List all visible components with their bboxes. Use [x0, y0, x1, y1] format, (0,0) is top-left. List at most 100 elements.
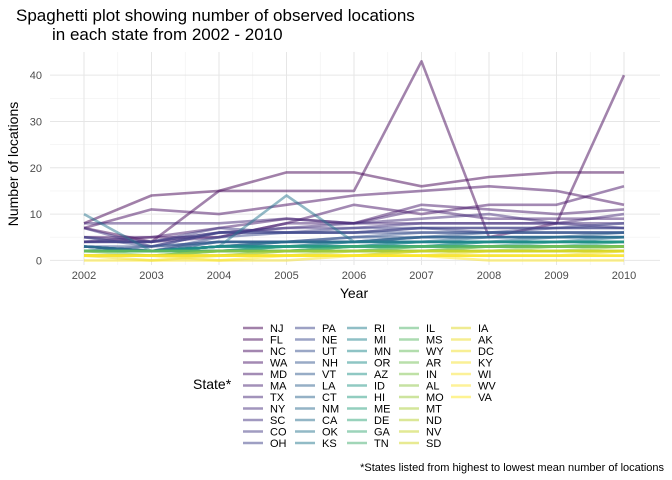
legend-item-nc: NC [243, 346, 286, 358]
x-tick-label: 2005 [274, 270, 298, 282]
y-tick-label: 20 [30, 163, 42, 175]
legend-label: NV [426, 427, 442, 439]
x-tick-label: 2010 [612, 270, 636, 282]
legend-label: MS [426, 335, 443, 347]
legend-label: WV [478, 381, 496, 393]
legend-item-va: VA [451, 392, 493, 404]
legend-item-il: IL [399, 323, 435, 335]
legend-label: MA [270, 381, 287, 393]
legend-item-nv: NV [399, 427, 442, 439]
x-tick-label: 2006 [342, 270, 366, 282]
legend-item-de: DE [347, 415, 389, 427]
legend-item-ak: AK [451, 335, 493, 347]
legend-label: HI [374, 392, 385, 404]
legend-label: KY [478, 358, 493, 370]
legend-item-mo: MO [399, 392, 444, 404]
legend-label: WA [270, 358, 288, 370]
legend-label: CA [322, 415, 338, 427]
legend-item-in: IN [399, 369, 437, 381]
y-tick-label: 30 [30, 116, 42, 128]
series-line-nh [83, 231, 624, 253]
chart-title-line2: in each state from 2002 - 2010 [52, 25, 283, 44]
legend-item-mn: MN [347, 346, 391, 358]
legend-label: TX [270, 392, 285, 404]
x-tick-label: 2007 [409, 270, 433, 282]
legend-item-nd: ND [399, 415, 442, 427]
chart-title-line1: Spaghetti plot showing number of observe… [16, 6, 415, 25]
legend-label: OR [374, 358, 391, 370]
legend-item-wv: WV [451, 381, 496, 393]
legend-item-fl: FL [243, 335, 283, 347]
legend-item-oh: OH [243, 438, 287, 450]
legend-label: VA [478, 392, 493, 404]
x-tick-label: 2002 [72, 270, 96, 282]
legend-label: AK [478, 335, 493, 347]
legend-item-me: ME [347, 404, 391, 416]
legend-label: IN [426, 369, 437, 381]
legend-label: PA [322, 323, 337, 335]
x-tick-label: 2009 [544, 270, 568, 282]
legend-item-ks: KS [295, 438, 337, 450]
legend-label: GA [374, 427, 391, 439]
legend-label: SD [426, 438, 441, 450]
y-axis-label: Number of locations [5, 102, 21, 227]
legend-label: AZ [374, 369, 388, 381]
y-tick-label: 10 [30, 209, 42, 221]
legend-label: SC [270, 415, 285, 427]
legend-label: CO [270, 427, 287, 439]
legend-item-or: OR [347, 358, 391, 370]
legend-item-mt: MT [399, 404, 442, 416]
legend-label: OK [322, 427, 339, 439]
legend-item-sc: SC [243, 415, 285, 427]
y-axis-ticks: 0 10 20 30 40 [30, 70, 42, 267]
legend-label: MI [374, 335, 386, 347]
legend-label: MT [426, 404, 442, 416]
legend-item-tx: TX [243, 392, 285, 404]
legend-label: IA [478, 323, 489, 335]
x-axis-ticks: 2002 2003 2004 2005 2006 2007 2008 2009 2010 [72, 270, 636, 282]
legend-item-ar: AR [399, 358, 441, 370]
legend-label: MN [374, 346, 391, 358]
legend-label: CT [322, 392, 337, 404]
legend-item-wa: WA [243, 358, 288, 370]
caption: *States listed from highest to lowest me… [360, 462, 664, 474]
legend-item-ia: IA [451, 323, 489, 335]
x-tick-label: 2008 [477, 270, 501, 282]
legend-label: NM [322, 404, 339, 416]
legend-item-ga: GA [347, 427, 391, 439]
legend-item-la: LA [295, 381, 336, 393]
legend-item-mi: MI [347, 335, 386, 347]
legend-item-sd: SD [399, 438, 441, 450]
legend-label: VT [322, 369, 336, 381]
legend-item-ok: OK [295, 427, 339, 439]
legend-item-pa: PA [295, 323, 337, 335]
legend-item-ny: NY [243, 404, 286, 416]
legend-item-ri: RI [347, 323, 385, 335]
series-line-nj [83, 171, 624, 225]
legend-label: KS [322, 438, 337, 450]
series-line-nc [83, 185, 625, 230]
legend-item-ky: KY [451, 358, 493, 370]
legend-item-md: MD [243, 369, 287, 381]
legend-item-ut: UT [295, 346, 337, 358]
y-tick-label: 40 [30, 70, 42, 82]
legend-label: FL [270, 335, 283, 347]
legend-item-wi: WI [451, 369, 491, 381]
legend-label: MO [426, 392, 444, 404]
legend-label: NE [322, 335, 337, 347]
legend-title: State* [193, 376, 232, 392]
legend-label: OH [270, 438, 287, 450]
legend-item-al: AL [399, 381, 439, 393]
legend-item-co: CO [243, 427, 287, 439]
legend-label: NH [322, 358, 338, 370]
legend-label: ID [374, 381, 385, 393]
legend-item-az: AZ [347, 369, 388, 381]
legend-item-ms: MS [399, 335, 443, 347]
series-line-oh [84, 222, 625, 244]
legend-item-wy: WY [399, 346, 444, 358]
legend-label: UT [322, 346, 337, 358]
legend-label: NC [270, 346, 286, 358]
x-tick-label: 2004 [207, 270, 231, 282]
legend-item-hi: HI [347, 392, 385, 404]
